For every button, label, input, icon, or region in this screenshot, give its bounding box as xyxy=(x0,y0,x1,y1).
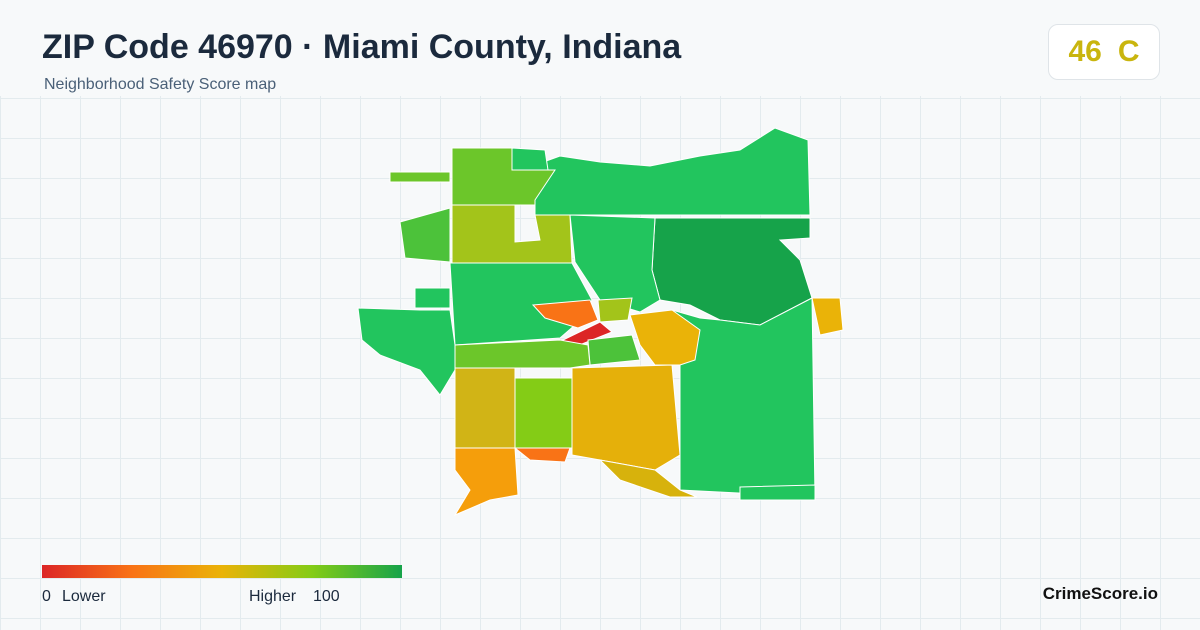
region xyxy=(399,207,451,263)
legend-min: 0 xyxy=(42,588,51,605)
region xyxy=(454,367,516,449)
brand: CrimeScore.io xyxy=(1042,584,1158,603)
legend-gradient xyxy=(42,565,402,578)
region xyxy=(389,171,451,183)
region xyxy=(414,287,451,309)
region xyxy=(651,217,813,326)
region xyxy=(514,377,573,449)
title: ZIP Code 46970 · Miami County, Indiana xyxy=(42,28,682,66)
region xyxy=(534,127,811,216)
legend-max: 100 xyxy=(313,588,340,605)
region xyxy=(453,447,519,517)
score-badge: 46 C xyxy=(1048,24,1160,80)
region xyxy=(571,364,681,471)
region xyxy=(587,334,641,366)
score-value: 46 xyxy=(1068,35,1102,68)
legend-min-label: Lower xyxy=(62,588,106,605)
region xyxy=(629,309,701,366)
region xyxy=(513,447,571,463)
legend-max-label: Higher xyxy=(249,588,297,605)
region xyxy=(811,297,844,336)
region xyxy=(511,147,549,171)
region xyxy=(569,214,661,313)
region xyxy=(454,339,591,369)
score-grade: C xyxy=(1117,35,1140,68)
region xyxy=(597,297,633,323)
header xyxy=(0,0,1200,96)
subtitle: Neighborhood Safety Score map xyxy=(44,76,277,93)
region xyxy=(531,299,599,329)
region xyxy=(739,484,816,501)
region xyxy=(598,459,698,498)
